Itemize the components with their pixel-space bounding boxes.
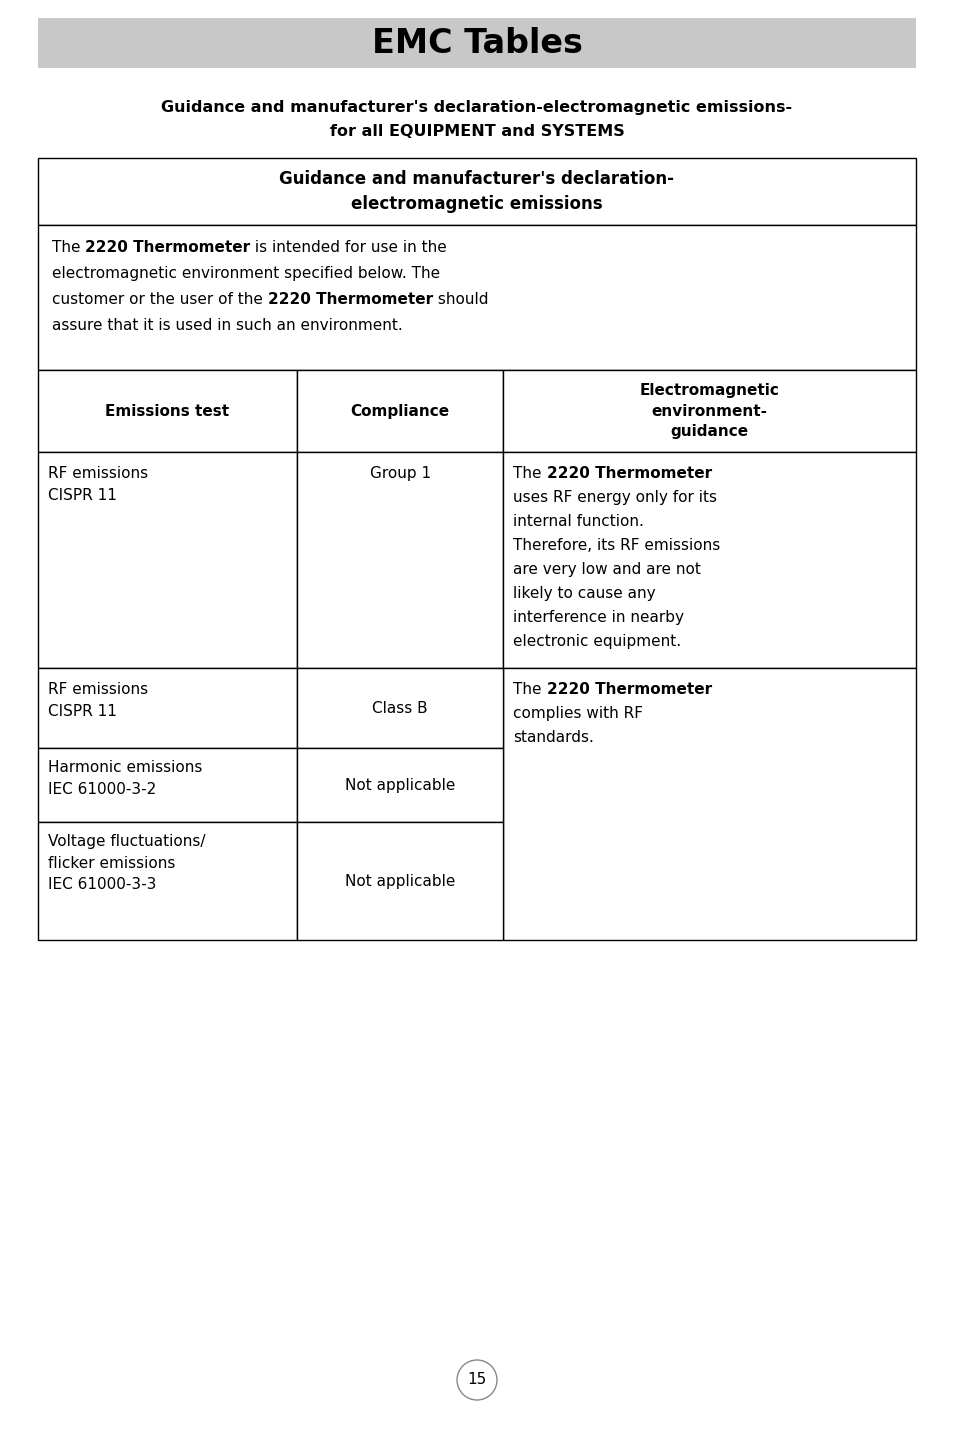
Bar [296,451,503,668]
Text: Emissions test: Emissions test [106,404,230,418]
Text: RF emissions
CISPR 11: RF emissions CISPR 11 [48,466,148,503]
Bar [38,225,915,370]
Text: standards.: standards. [513,729,594,745]
Text: likely to cause any: likely to cause any [513,586,656,600]
Bar [296,668,503,748]
Text: The: The [52,239,85,255]
Bar [296,370,503,451]
Text: Class B: Class B [372,701,428,715]
Text: Harmonic emissions
IEC 61000-3-2: Harmonic emissions IEC 61000-3-2 [48,759,202,797]
Text: 15: 15 [467,1373,486,1387]
Text: Guidance and manufacturer's declaration-electromagnetic emissions-: Guidance and manufacturer's declaration-… [161,100,792,115]
Text: is intended for use in the: is intended for use in the [251,239,447,255]
Text: electronic equipment.: electronic equipment. [513,633,680,649]
Text: customer or the user of the: customer or the user of the [52,292,268,307]
Text: Electromagnetic
environment-
guidance: Electromagnetic environment- guidance [639,383,779,438]
Bar [38,158,915,225]
Bar [38,19,915,67]
Text: 2220 Thermometer: 2220 Thermometer [268,292,433,307]
Text: 2220 Thermometer: 2220 Thermometer [546,682,711,696]
Bar [503,451,915,668]
Text: interference in nearby: interference in nearby [513,610,683,625]
Text: are very low and are not: are very low and are not [513,562,700,577]
Text: Guidance and manufacturer's declaration-
electromagnetic emissions: Guidance and manufacturer's declaration-… [279,169,674,214]
Text: 2220 Thermometer: 2220 Thermometer [85,239,251,255]
Text: Not applicable: Not applicable [345,778,455,792]
Bar [38,370,296,451]
Text: assure that it is used in such an environment.: assure that it is used in such an enviro… [52,318,402,332]
Text: should: should [433,292,488,307]
Text: Compliance: Compliance [351,404,449,418]
Bar [503,668,915,940]
Text: Not applicable: Not applicable [345,874,455,888]
Text: Group 1: Group 1 [369,466,431,481]
Text: Therefore, its RF emissions: Therefore, its RF emissions [513,537,720,553]
Bar [38,451,296,668]
Text: The: The [513,466,546,481]
Text: complies with RF: complies with RF [513,706,642,721]
Text: Voltage fluctuations/
flicker emissions
IEC 61000-3-3: Voltage fluctuations/ flicker emissions … [48,834,205,893]
Bar [296,748,503,823]
Text: RF emissions
CISPR 11: RF emissions CISPR 11 [48,682,148,718]
Text: for all EQUIPMENT and SYSTEMS: for all EQUIPMENT and SYSTEMS [330,125,623,139]
Bar [38,668,296,748]
Text: EMC Tables: EMC Tables [371,26,582,60]
Text: The: The [513,682,546,696]
Bar [38,823,296,940]
Bar [38,748,296,823]
Circle shape [456,1360,497,1400]
Text: internal function.: internal function. [513,514,643,529]
Text: 2220 Thermometer: 2220 Thermometer [546,466,711,481]
Bar [296,823,503,940]
Text: uses RF energy only for its: uses RF energy only for its [513,490,717,504]
Text: electromagnetic environment specified below. The: electromagnetic environment specified be… [52,267,439,281]
Bar [503,370,915,451]
